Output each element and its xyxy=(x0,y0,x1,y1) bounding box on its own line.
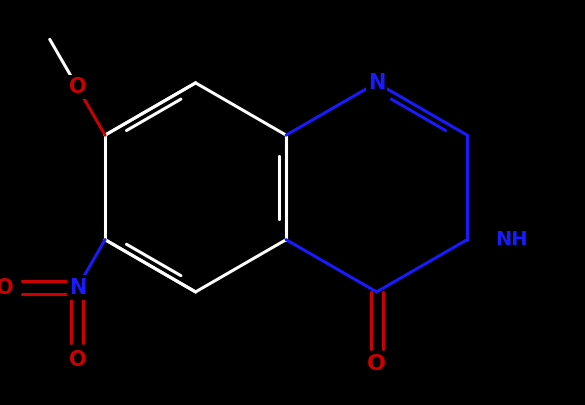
Text: N: N xyxy=(368,73,386,93)
Text: O: O xyxy=(0,277,14,298)
Text: O: O xyxy=(68,350,86,370)
Text: O: O xyxy=(68,77,86,97)
Text: NH: NH xyxy=(495,230,528,249)
Text: N: N xyxy=(68,277,86,298)
Text: O: O xyxy=(367,354,386,374)
